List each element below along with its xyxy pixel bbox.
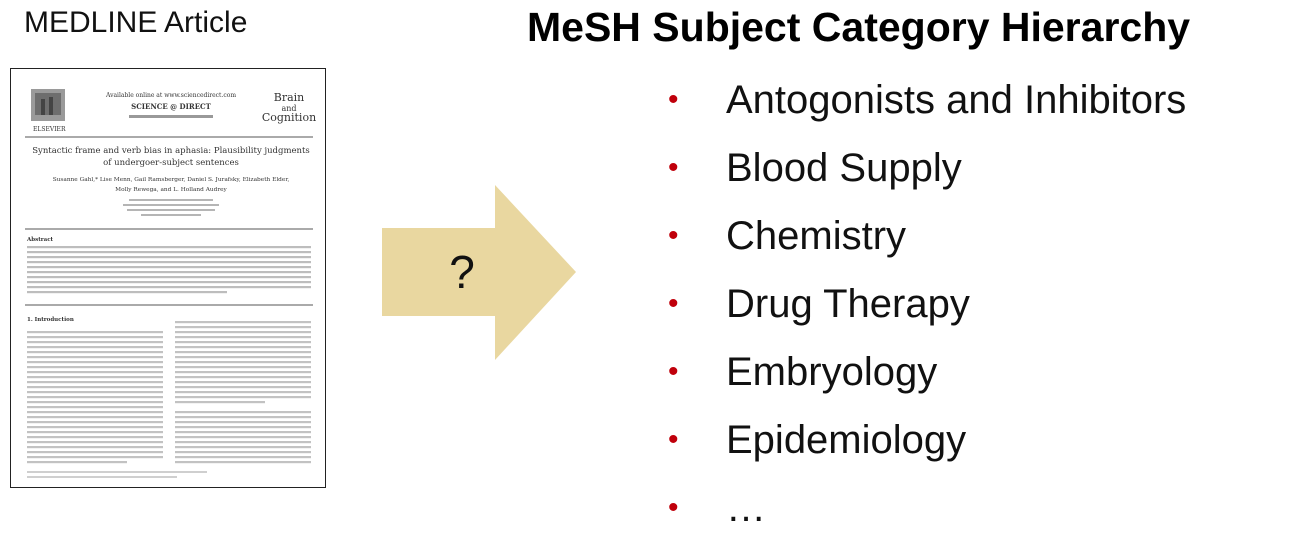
article-page: ELSEVIER Available online at www.science… xyxy=(25,89,316,478)
bullet-icon: • xyxy=(668,491,679,524)
affiliation-lines xyxy=(123,199,219,216)
right-arrow-icon xyxy=(382,185,576,360)
column-right-lines xyxy=(175,321,311,464)
bullet-icon: • xyxy=(668,151,679,184)
journal-name-3: Cognition xyxy=(262,111,316,124)
mesh-category-item: • Antogonists and Inhibitors xyxy=(668,66,1186,134)
mesh-category-list: • Antogonists and Inhibitors • Blood Supply… xyxy=(668,66,1186,542)
science-direct-label: SCIENCE @ DIRECT xyxy=(131,102,211,111)
unknown-mapping-label: ? xyxy=(449,246,475,298)
article-headline-2: of undergoer-subject sentences xyxy=(103,158,239,168)
article-authors-2: Molly Rewega, and L. Holland Audrey xyxy=(115,187,227,193)
article-thumbnail: ELSEVIER Available online at www.science… xyxy=(10,68,326,488)
mesh-category-item: •… xyxy=(668,474,1186,542)
footer-lines xyxy=(27,471,207,478)
mesh-hierarchy-title: MeSH Subject Category Hierarchy xyxy=(527,4,1191,50)
abstract-heading: Abstract xyxy=(26,237,54,243)
abstract-text-lines xyxy=(27,246,311,294)
bullet-icon: • xyxy=(668,287,679,320)
bullet-icon: • xyxy=(668,423,679,456)
publisher-line: Available online at www.sciencedirect.co… xyxy=(105,92,236,99)
bullet-icon: • xyxy=(668,219,679,252)
article-headline-1: Syntactic frame and verb bias in aphasia… xyxy=(32,146,310,156)
journal-name-2: and xyxy=(281,104,296,113)
mesh-category-label: Chemistry xyxy=(726,213,907,258)
mesh-category-label: … xyxy=(726,485,766,530)
mesh-category-label: Drug Therapy xyxy=(726,281,970,326)
elsevier-logo-icon xyxy=(31,89,65,121)
article-authors-1: Susanne Gahl,* Lise Menn, Gail Ramsberge… xyxy=(53,177,290,183)
mesh-category-label: Antogonists and Inhibitors xyxy=(726,77,1187,122)
mesh-category-item: • Epidemiology xyxy=(668,406,1186,474)
journal-info-line xyxy=(129,115,213,118)
column-left-lines xyxy=(27,331,163,464)
mesh-category-item: • Drug Therapy xyxy=(668,270,1186,338)
mesh-category-item: • Chemistry xyxy=(668,202,1186,270)
bullet-icon: • xyxy=(668,83,679,116)
mesh-category-label: Epidemiology xyxy=(726,417,967,462)
publisher-label: ELSEVIER xyxy=(33,126,66,133)
bullet-icon: • xyxy=(668,355,679,388)
journal-name-1: Brain xyxy=(274,91,305,104)
mesh-category-label: Embryology xyxy=(726,349,938,394)
mesh-category-item: • Blood Supply xyxy=(668,134,1186,202)
intro-heading: 1. Introduction xyxy=(27,317,74,323)
medline-article-title: MEDLINE Article xyxy=(24,6,248,39)
mesh-category-item: • Embryology xyxy=(668,338,1186,406)
mesh-category-label: Blood Supply xyxy=(726,145,962,190)
